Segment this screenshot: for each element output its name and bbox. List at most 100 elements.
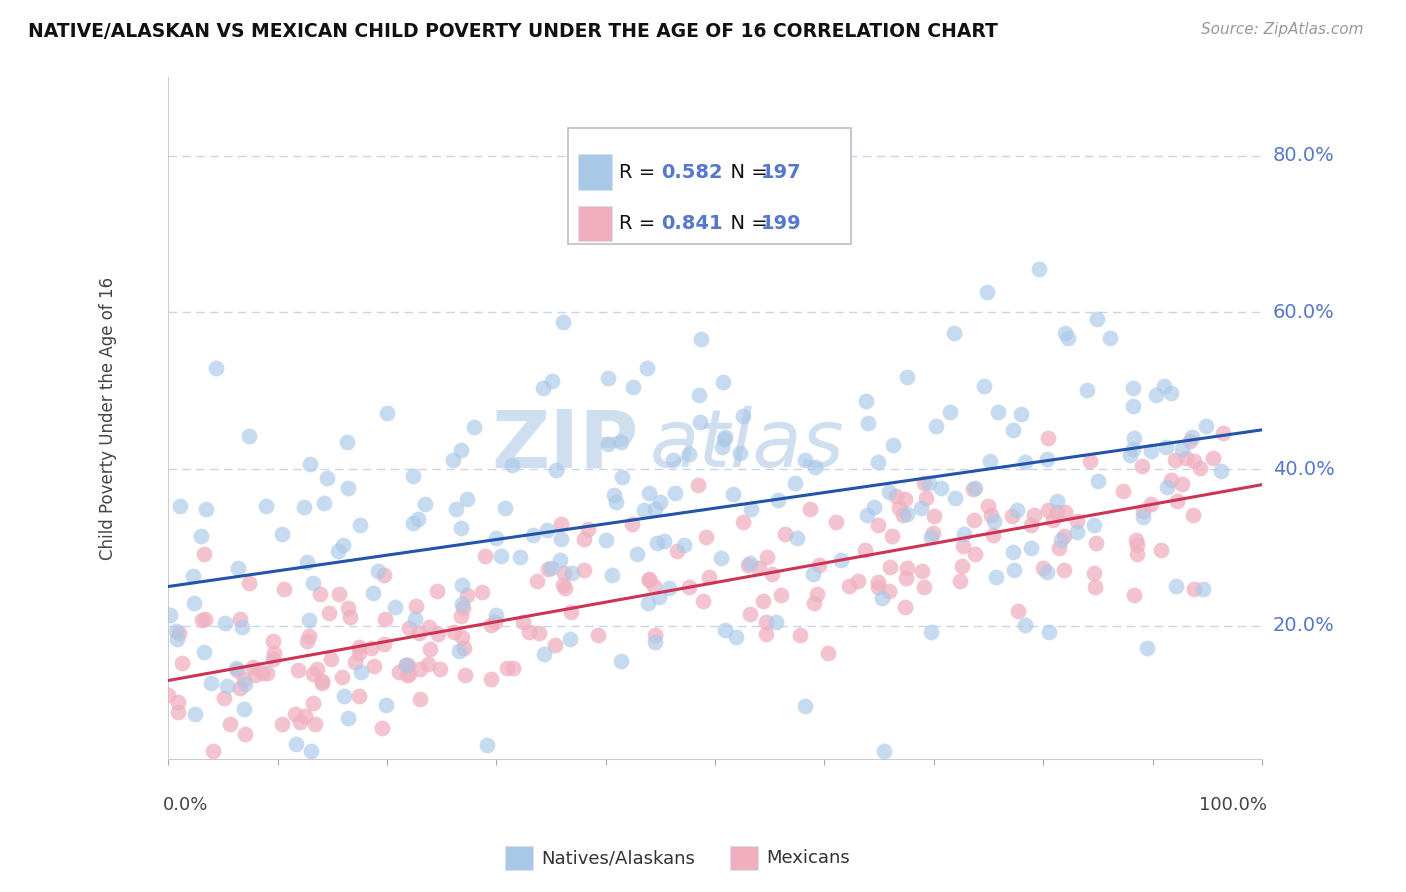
Point	[1054, 505, 1077, 519]
Point	[755, 549, 778, 564]
Point	[952, 539, 974, 553]
Point	[1122, 442, 1144, 457]
Text: 100.0%: 100.0%	[1199, 797, 1267, 814]
Point	[561, 566, 583, 580]
Point	[976, 499, 998, 513]
Point	[1112, 484, 1135, 499]
Point	[517, 624, 540, 639]
Point	[723, 487, 745, 501]
Point	[531, 381, 554, 395]
Point	[853, 543, 876, 558]
Point	[808, 558, 831, 573]
Point	[1150, 543, 1173, 558]
Point	[644, 627, 666, 641]
Point	[191, 613, 214, 627]
Point	[339, 610, 361, 624]
Point	[193, 644, 215, 658]
Point	[973, 379, 995, 393]
Point	[229, 681, 252, 695]
Point	[1032, 561, 1054, 575]
Point	[731, 409, 754, 423]
Point	[804, 460, 827, 475]
Point	[217, 679, 239, 693]
Point	[1123, 431, 1146, 445]
Point	[766, 493, 789, 508]
Point	[349, 517, 371, 532]
Point	[1125, 533, 1147, 548]
Point	[953, 527, 976, 541]
Point	[979, 454, 1001, 468]
Point	[912, 580, 935, 594]
Point	[479, 617, 502, 632]
Point	[943, 326, 966, 340]
Point	[350, 665, 373, 679]
Point	[697, 570, 720, 584]
Point	[214, 615, 236, 630]
Point	[963, 481, 986, 495]
Point	[429, 662, 451, 676]
Text: R =: R =	[619, 214, 661, 233]
Point	[740, 501, 762, 516]
Point	[311, 673, 333, 688]
Point	[475, 739, 498, 753]
Point	[638, 572, 661, 586]
Point	[737, 558, 759, 572]
Point	[920, 530, 942, 544]
Point	[1002, 545, 1025, 559]
Point	[976, 285, 998, 300]
Point	[1166, 579, 1188, 593]
Point	[1122, 588, 1144, 602]
Point	[398, 621, 420, 635]
Point	[474, 549, 496, 563]
Point	[1211, 464, 1233, 478]
Text: atlas: atlas	[650, 407, 844, 484]
Point	[731, 515, 754, 529]
Point	[333, 689, 356, 703]
Point	[321, 651, 343, 665]
Point	[686, 477, 709, 491]
Point	[1174, 450, 1197, 465]
Point	[166, 632, 188, 646]
Point	[1140, 443, 1163, 458]
Point	[553, 578, 575, 592]
Point	[200, 676, 222, 690]
Point	[302, 667, 325, 681]
Point	[921, 525, 943, 540]
Point	[896, 508, 918, 522]
Point	[1084, 580, 1107, 594]
Point	[226, 560, 249, 574]
Point	[963, 513, 986, 527]
Point	[658, 582, 681, 596]
Point	[1038, 503, 1060, 517]
Text: Source: ZipAtlas.com: Source: ZipAtlas.com	[1201, 22, 1364, 37]
Point	[554, 581, 576, 595]
Point	[574, 533, 596, 547]
Point	[1153, 379, 1175, 393]
Point	[987, 405, 1010, 419]
Point	[1132, 509, 1154, 524]
Point	[962, 482, 984, 496]
Point	[298, 629, 321, 643]
Point	[388, 665, 411, 680]
Text: 0.582: 0.582	[661, 162, 723, 181]
Point	[825, 515, 848, 529]
Point	[793, 453, 815, 467]
Text: 0.0%: 0.0%	[163, 797, 208, 814]
Point	[1014, 618, 1036, 632]
Point	[981, 528, 1004, 542]
Point	[384, 599, 406, 614]
Point	[983, 514, 1005, 528]
Point	[801, 566, 824, 581]
Point	[598, 437, 620, 451]
Point	[879, 559, 901, 574]
Point	[307, 662, 329, 676]
Point	[637, 596, 659, 610]
Point	[546, 463, 568, 477]
Point	[374, 612, 396, 626]
Point	[1050, 533, 1073, 547]
Text: R =: R =	[619, 162, 661, 181]
Point	[285, 737, 308, 751]
Point	[773, 527, 796, 541]
Point	[1154, 440, 1177, 454]
Point	[929, 481, 952, 495]
